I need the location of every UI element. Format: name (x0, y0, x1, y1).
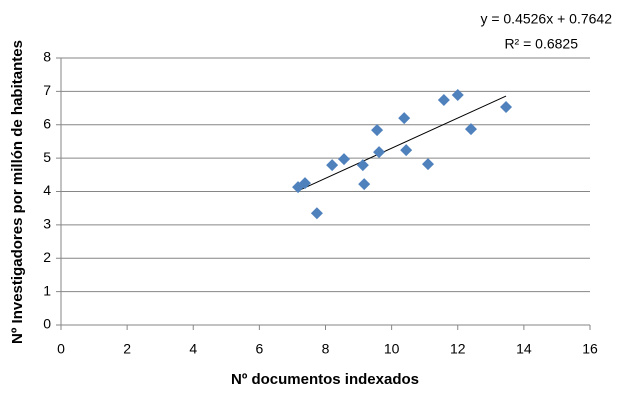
y-tick-label: 2 (43, 249, 51, 265)
data-point (356, 159, 369, 172)
y-tick-label: 4 (43, 182, 51, 198)
data-point (326, 159, 339, 172)
data-point (464, 123, 477, 136)
trendline-r2: R² = 0.6825 (504, 36, 578, 52)
trendline (297, 95, 507, 192)
data-point (338, 153, 351, 166)
y-tick-label: 7 (43, 82, 51, 98)
data-point (451, 89, 464, 102)
x-tick-label: 16 (582, 341, 598, 357)
x-tick-label: 2 (123, 341, 131, 357)
data-point (299, 177, 312, 190)
x-tick-label: 10 (384, 341, 400, 357)
x-tick-label: 12 (450, 341, 466, 357)
x-axis-title: Nº documentos indexados (231, 371, 419, 388)
data-point (421, 158, 434, 171)
x-tick-label: 4 (189, 341, 197, 357)
y-tick-label: 1 (43, 282, 51, 298)
y-tick-label: 8 (43, 49, 51, 65)
data-point (310, 207, 323, 220)
y-axis-title: Nº Investigadores por millón de habitant… (9, 40, 26, 344)
data-point (437, 94, 450, 107)
y-tick-label: 3 (43, 216, 51, 232)
y-tick-label: 0 (43, 316, 51, 332)
y-tick-label: 6 (43, 115, 51, 131)
data-point (500, 101, 513, 114)
data-point (400, 144, 413, 157)
x-tick-label: 6 (255, 341, 263, 357)
data-point (371, 124, 384, 137)
x-tick-label: 8 (322, 341, 330, 357)
x-tick-label: 14 (516, 341, 532, 357)
data-point (398, 112, 411, 125)
y-tick-label: 5 (43, 149, 51, 165)
trendline-equation: y = 0.4526x + 0.7642 (480, 11, 612, 27)
data-point (373, 146, 386, 159)
data-point (358, 178, 371, 191)
x-tick-label: 0 (57, 341, 65, 357)
